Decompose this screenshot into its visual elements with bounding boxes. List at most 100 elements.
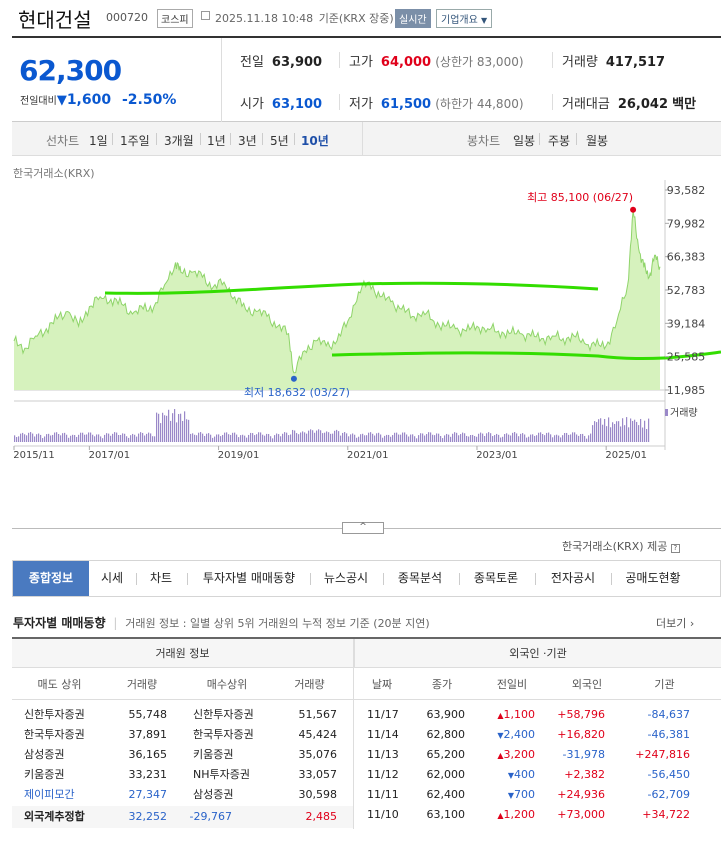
- volume-bar: [20, 433, 22, 442]
- volume-bar: [278, 434, 280, 442]
- volume-bar: [370, 432, 372, 442]
- volume-bar: [484, 436, 486, 442]
- tab-investor-trading[interactable]: 투자자별 매매동향: [202, 571, 296, 585]
- candle-monthly[interactable]: 월봉: [586, 134, 609, 148]
- volume-bar: [268, 434, 270, 442]
- tab-disclosure[interactable]: 전자공시: [550, 571, 596, 585]
- row-foreign: -31,978: [562, 748, 605, 761]
- volume-bar: [162, 412, 164, 442]
- tab-news[interactable]: 뉴스공시: [323, 571, 369, 585]
- volume-bar: [316, 430, 318, 442]
- buy-broker[interactable]: 키움증권: [193, 748, 234, 761]
- volume-bar: [52, 434, 54, 442]
- volume-bar: [402, 432, 404, 442]
- period-3m[interactable]: 3개월: [164, 134, 194, 148]
- volume-bar: [348, 436, 350, 442]
- volume-bar: [634, 419, 636, 442]
- buy-broker[interactable]: 한국투자증권: [193, 728, 254, 741]
- volume-legend-swatch: [665, 409, 668, 416]
- max-label: 최고 85,100 (06/27): [527, 191, 633, 204]
- collapse-chart-button[interactable]: ^: [342, 522, 384, 534]
- volume-bar: [126, 436, 128, 442]
- volume-bar: [236, 434, 238, 442]
- volume-bar: [332, 433, 334, 442]
- sell-broker[interactable]: 한국투자증권: [24, 728, 85, 741]
- volume-bar: [24, 434, 26, 442]
- period-1w[interactable]: 1주일: [120, 134, 150, 148]
- volume-bar: [572, 432, 574, 442]
- tab-analysis[interactable]: 종목분석: [397, 571, 443, 585]
- volume-bar: [142, 432, 144, 442]
- volume-bar: [490, 433, 492, 442]
- volume-bar: [554, 435, 556, 442]
- volume-bar: [600, 418, 602, 442]
- volume-bar: [314, 432, 316, 442]
- candle-daily[interactable]: 일봉: [513, 134, 536, 148]
- volume-bar: [110, 435, 112, 442]
- period-5y[interactable]: 5년: [270, 134, 289, 148]
- sell-broker[interactable]: 제이피모간: [24, 788, 75, 801]
- volume-bar: [618, 421, 620, 442]
- candle-weekly[interactable]: 주봉: [548, 134, 571, 148]
- sell-broker[interactable]: 키움증권: [24, 768, 65, 781]
- volume-bar: [444, 435, 446, 442]
- buy-broker[interactable]: NH투자증권: [193, 768, 250, 781]
- volume-bar: [102, 438, 104, 442]
- volume-bar: [164, 415, 166, 442]
- tab-discussion[interactable]: 종목토론: [473, 571, 519, 585]
- volume-bar: [500, 437, 502, 442]
- period-10y[interactable]: 10년: [301, 134, 329, 148]
- volume-bar: [362, 433, 364, 442]
- sell-broker[interactable]: 신한투자증권: [24, 708, 85, 721]
- volume-bar: [636, 421, 638, 442]
- volume-bar: [286, 432, 288, 442]
- period-1y[interactable]: 1년: [207, 134, 226, 148]
- volume-bar: [274, 435, 276, 442]
- tab-chart[interactable]: 차트: [149, 571, 173, 585]
- volume-bar: [588, 435, 590, 442]
- period-3y[interactable]: 3년: [238, 134, 257, 148]
- volume-bar: [132, 433, 134, 442]
- volume-bar: [288, 435, 290, 442]
- more-link[interactable]: 더보기 ›: [656, 617, 695, 630]
- volume-bar: [272, 438, 274, 442]
- volume-bar: [418, 435, 420, 442]
- volume-bar: [170, 420, 172, 442]
- sell-broker[interactable]: 삼성증권: [24, 748, 65, 761]
- volume-bar: [404, 432, 406, 442]
- volume-bar: [224, 432, 226, 442]
- y-tick-label: 93,582: [667, 184, 706, 197]
- chart-period-bar: 선차트 1일 1주일 3개월 1년 3년 5년 10년 봉차트 일봉 주봉 월봉: [12, 122, 721, 156]
- volume-bar: [182, 420, 184, 442]
- tab-summary[interactable]: 종합정보: [13, 561, 89, 596]
- row-close: 62,400: [426, 788, 466, 801]
- volume-bar: [38, 433, 40, 442]
- volume-bar: [146, 433, 148, 442]
- period-1d[interactable]: 1일: [89, 134, 108, 148]
- tab-short-selling[interactable]: 공매도현황: [625, 571, 681, 585]
- volume-bar: [270, 436, 272, 442]
- volume-bar: [544, 435, 546, 442]
- volume-bar: [368, 432, 370, 442]
- company-info-dropdown[interactable]: 기업개요 ▼: [436, 9, 493, 28]
- buy-broker[interactable]: 삼성증권: [193, 788, 234, 801]
- volume-bar: [638, 425, 640, 442]
- buy-broker[interactable]: 신한투자증권: [193, 708, 254, 721]
- volume-bar: [88, 432, 90, 442]
- volume-bar: [320, 430, 322, 442]
- volume-bar: [174, 409, 176, 442]
- volume-bar: [446, 433, 448, 442]
- trend-line-lower: [331, 350, 721, 361]
- volume-bar: [226, 432, 228, 442]
- volume-bar: [494, 435, 496, 442]
- volume-bar: [80, 432, 82, 442]
- volume-bar: [36, 434, 38, 442]
- volume-bar: [540, 432, 542, 442]
- volume-bar: [262, 434, 264, 442]
- volume-bar: [374, 435, 376, 442]
- tab-quote[interactable]: 시세: [100, 571, 124, 585]
- realtime-button[interactable]: 실시간: [395, 9, 431, 28]
- volume-bar: [526, 437, 528, 442]
- volume-bar: [192, 433, 194, 442]
- row-date: 11/14: [367, 728, 399, 741]
